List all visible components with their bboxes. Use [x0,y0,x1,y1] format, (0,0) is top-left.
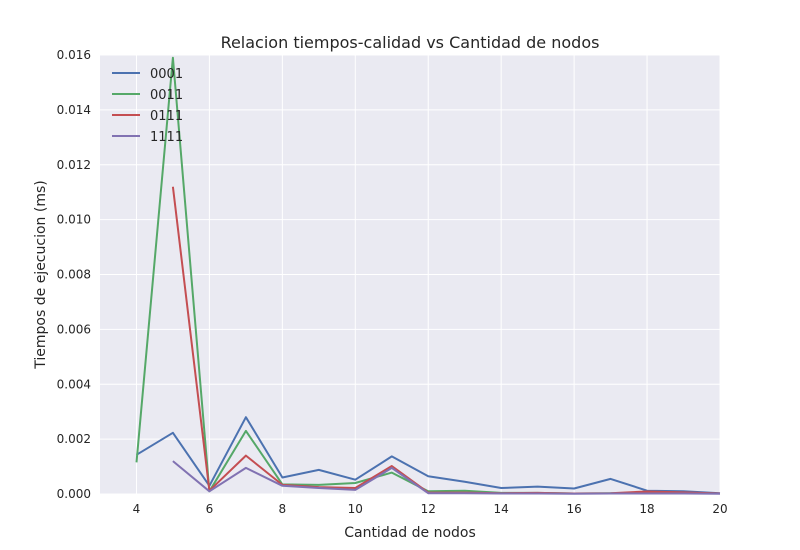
series-line-1111 [172,460,721,495]
y-tick-label: 0.016 [57,48,91,62]
legend: 0001 0011 0111 1111 [112,67,183,145]
y-tick-label: 0.010 [57,213,91,227]
x-tick-labels: 4 6 8 10 12 14 16 18 20 [133,502,728,516]
legend-label: 0111 [150,109,183,124]
legend-label: 0001 [150,67,183,82]
legend-label: 1111 [150,130,183,145]
y-tick-label: 0.012 [57,158,91,172]
x-tick-label: 10 [348,502,363,516]
x-tick-label: 4 [133,502,141,516]
y-tick-label: 0.006 [57,322,91,336]
x-tick-label: 20 [712,502,727,516]
x-tick-label: 16 [566,502,581,516]
series-line-0001 [135,416,721,495]
y-tick-label: 0.008 [57,268,91,282]
y-axis-label: Tiempos de ejecucion (ms) [33,180,49,369]
x-axis-label: Cantidad de nodos [344,525,476,541]
x-tick-label: 6 [206,502,214,516]
x-tick-label: 14 [494,502,509,516]
series-layer [135,56,721,495]
legend-label: 0011 [150,88,183,103]
x-tick-label: 12 [421,502,436,516]
x-tick-label: 8 [279,502,287,516]
y-tick-label: 0.000 [57,487,91,501]
y-tick-label: 0.014 [57,103,91,117]
y-tick-label: 0.004 [57,377,91,391]
chart-title: Relacion tiempos-calidad vs Cantidad de … [221,33,600,52]
y-tick-labels: 0.000 0.002 0.004 0.006 0.008 0.010 0.012 0.014… [57,48,91,501]
x-tick-label: 18 [639,502,654,516]
y-tick-label: 0.002 [57,432,91,446]
